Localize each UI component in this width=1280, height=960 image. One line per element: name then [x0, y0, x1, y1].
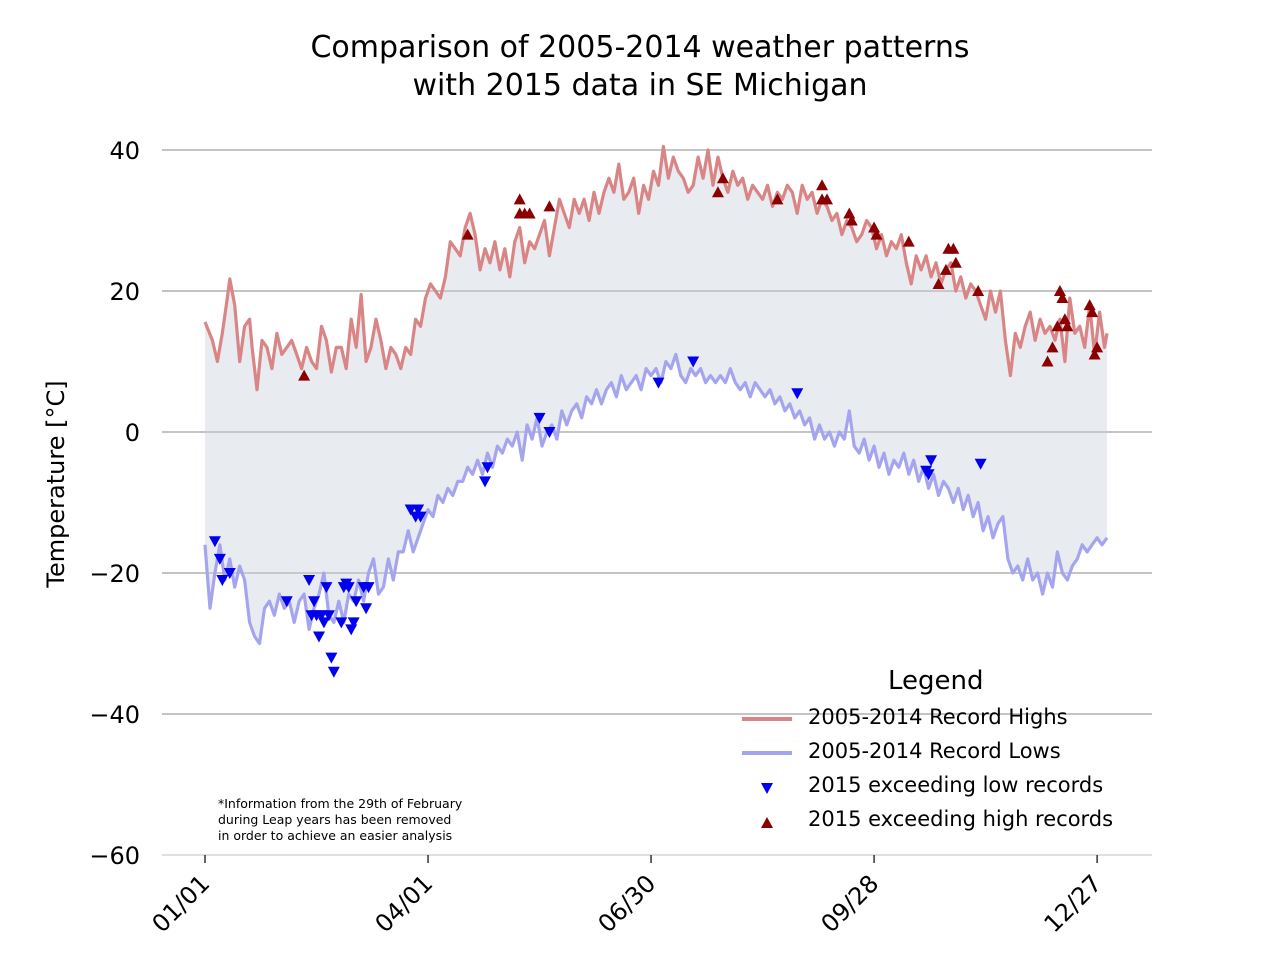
high-record-marker: [711, 186, 724, 198]
low-record-marker: [481, 462, 494, 474]
high-record-marker: [1088, 348, 1101, 360]
low-record-marker: [362, 582, 375, 594]
low-record-marker: [533, 412, 546, 424]
y-tick-label: −40: [89, 701, 140, 729]
legend-label-highs: 2005-2014 Record Highs: [808, 705, 1068, 729]
series-line-record-highs: [203, 144, 1109, 392]
low-record-marker: [335, 617, 348, 629]
low-record-marker: [345, 624, 358, 636]
low-record-marker: [652, 377, 665, 389]
y-tick-label: −60: [89, 842, 140, 870]
high-record-marker: [1083, 299, 1096, 311]
x-tick-label: 09/28: [816, 869, 885, 938]
y-tick-label: 0: [125, 419, 140, 447]
leap-year-note: *Information from the 29th of February d…: [218, 796, 462, 844]
high-record-marker: [771, 193, 784, 205]
legend-swatch-low-records: [761, 783, 773, 794]
legend-label-lows: 2005-2014 Record Lows: [808, 739, 1061, 763]
high-record-marker: [298, 369, 311, 381]
note-line-1: *Information from the 29th of February: [218, 796, 463, 811]
x-tick-label: 01/01: [147, 869, 216, 938]
low-record-marker: [412, 504, 425, 516]
high-record-marker: [845, 214, 858, 226]
legend-title: Legend: [888, 666, 984, 696]
low-record-marker: [320, 582, 333, 594]
chart-title-line-2: with 2015 data in SE Michigan: [412, 68, 868, 103]
low-record-marker: [414, 511, 427, 523]
high-record-marker: [820, 193, 833, 205]
x-tick-label: 06/30: [593, 869, 662, 938]
low-record-marker: [925, 455, 938, 467]
low-record-marker: [350, 596, 363, 608]
low-record-marker: [303, 575, 316, 587]
note-line-2: during Leap years has been removed: [218, 812, 452, 827]
high-record-marker: [1051, 320, 1064, 332]
low-record-marker: [974, 458, 987, 470]
high-record-marker: [939, 263, 952, 275]
low-record-marker: [347, 617, 360, 629]
high-record-marker: [1061, 320, 1074, 332]
high-record-marker: [1041, 355, 1054, 367]
legend-label-low-records: 2015 exceeding low records: [808, 773, 1104, 797]
low-record-marker: [223, 568, 236, 579]
high-record-marker: [816, 179, 829, 191]
legend-swatch-highs: [742, 717, 792, 721]
range-fill-area: [205, 146, 1107, 644]
high-record-marker: [902, 235, 915, 247]
low-record-marker: [312, 631, 325, 643]
high-record-marker: [513, 193, 526, 205]
low-record-marker: [322, 610, 335, 622]
low-record-marker: [479, 476, 492, 488]
high-record-marker: [1086, 306, 1099, 318]
high-record-marker: [932, 277, 945, 289]
x-tick-label: 12/27: [1039, 869, 1108, 938]
high-record-marker: [843, 207, 856, 219]
low-record-marker: [208, 536, 221, 548]
high-record-marker: [523, 207, 536, 219]
high-record-marker: [1091, 341, 1104, 353]
high-record-marker: [1046, 341, 1059, 353]
high-record-marker: [716, 172, 729, 184]
low-record-marker: [791, 388, 804, 400]
low-record-marker: [317, 617, 330, 629]
y-tick-label: 20: [109, 278, 140, 306]
legend-swatch-lows: [742, 751, 792, 755]
chart-title-line-1: Comparison of 2005-2014 weather patterns: [310, 30, 970, 65]
low-record-marker: [308, 596, 321, 608]
low-record-marker: [360, 603, 373, 615]
high-record-marker: [1056, 292, 1069, 304]
low-record-marker: [543, 427, 556, 438]
high-record-marker: [949, 256, 962, 268]
high-record-marker: [972, 285, 985, 296]
low-record-marker: [327, 666, 340, 678]
low-record-marker: [213, 553, 226, 565]
high-record-marker: [870, 228, 883, 240]
low-record-marker: [342, 582, 355, 594]
low-record-marker: [216, 575, 229, 587]
low-record-marker: [922, 469, 935, 481]
y-tick-label: −20: [89, 560, 140, 588]
x-tick-label: 04/01: [370, 869, 439, 938]
legend-swatch-high-records: [761, 817, 773, 828]
low-record-marker: [687, 356, 700, 368]
series-line-record-lows: [203, 352, 1109, 646]
note-line-3: in order to achieve an easier analysis: [218, 828, 453, 843]
high-record-marker: [543, 200, 556, 212]
low-record-marker: [325, 652, 338, 664]
high-record-marker: [947, 242, 960, 254]
high-record-marker: [461, 228, 474, 240]
y-axis-label: Temperature [°C]: [42, 380, 70, 588]
low-record-marker: [280, 596, 293, 608]
legend-label-high-records: 2015 exceeding high records: [808, 807, 1114, 831]
y-tick-label: 40: [109, 137, 140, 165]
